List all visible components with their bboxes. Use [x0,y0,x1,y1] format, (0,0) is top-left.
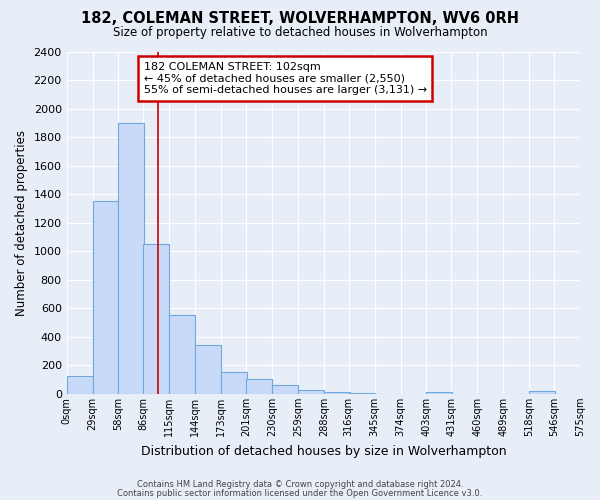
Bar [427,392,452,394]
Text: Contains public sector information licensed under the Open Government Licence v3: Contains public sector information licen… [118,488,482,498]
Text: Contains HM Land Registry data © Crown copyright and database right 2024.: Contains HM Land Registry data © Crown c… [137,480,463,489]
Bar [529,391,555,394]
Bar [67,376,92,394]
Bar [92,202,118,394]
Bar [118,123,145,394]
Bar [221,372,247,394]
X-axis label: Distribution of detached houses by size in Wolverhampton: Distribution of detached houses by size … [140,444,506,458]
Bar [246,379,272,394]
Bar [324,392,350,394]
Bar [272,386,298,394]
Bar [349,393,374,394]
Bar [169,316,195,394]
Bar [298,390,324,394]
Text: 182 COLEMAN STREET: 102sqm
← 45% of detached houses are smaller (2,550)
55% of s: 182 COLEMAN STREET: 102sqm ← 45% of deta… [143,62,427,95]
Bar [195,346,221,394]
Bar [143,244,169,394]
Text: 182, COLEMAN STREET, WOLVERHAMPTON, WV6 0RH: 182, COLEMAN STREET, WOLVERHAMPTON, WV6 … [81,11,519,26]
Text: Size of property relative to detached houses in Wolverhampton: Size of property relative to detached ho… [113,26,487,39]
Y-axis label: Number of detached properties: Number of detached properties [15,130,28,316]
